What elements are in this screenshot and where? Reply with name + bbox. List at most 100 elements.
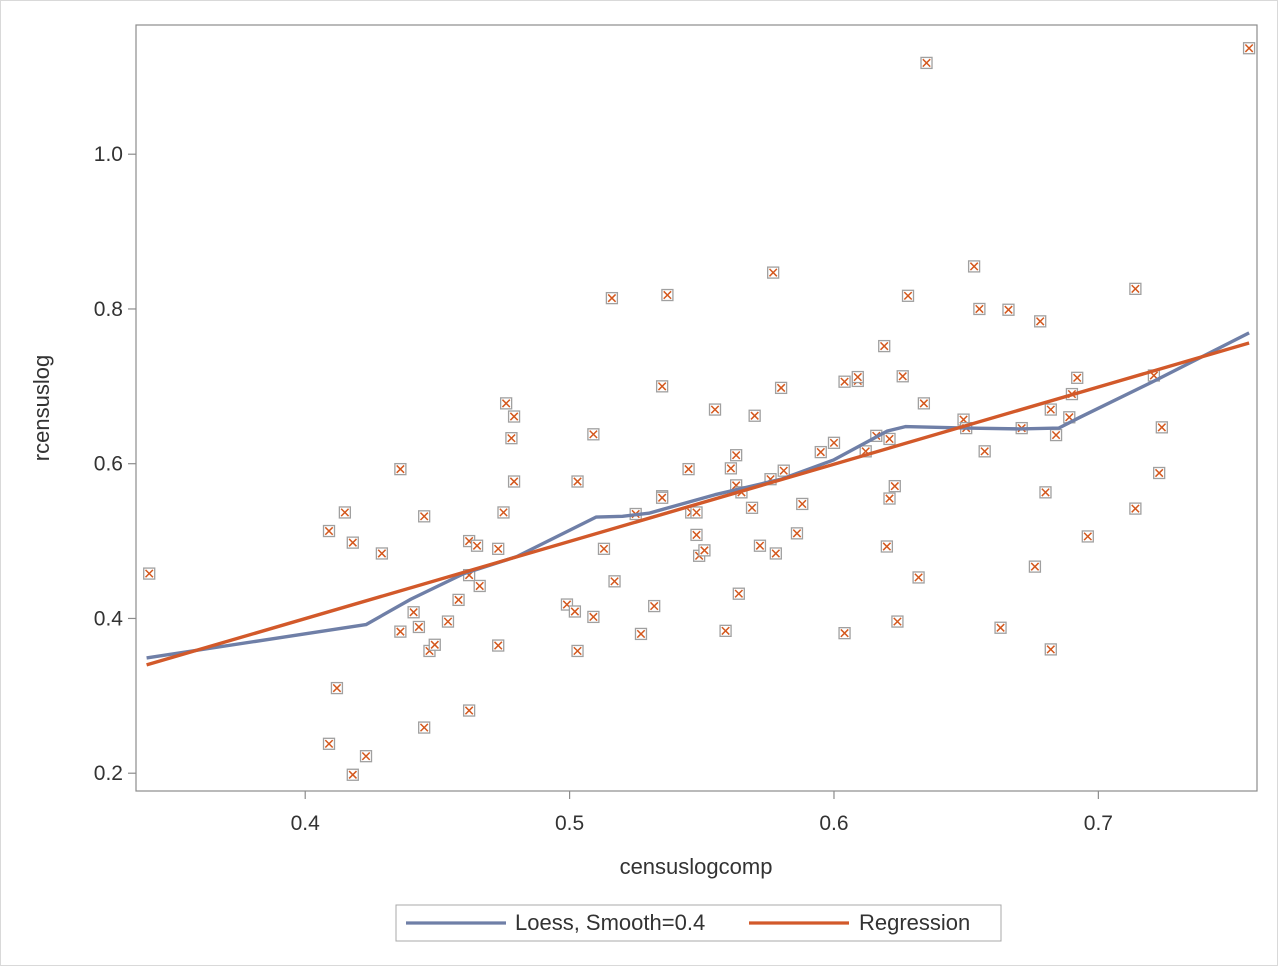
data-point [441, 615, 455, 628]
data-point [838, 375, 851, 388]
y-tick-label: 0.4 [94, 607, 124, 630]
data-point [878, 339, 891, 353]
data-point [748, 409, 761, 422]
legend-label-regression: Regression [859, 910, 970, 935]
y-tick-label: 0.2 [94, 762, 123, 785]
data-point [492, 639, 505, 652]
data-point [883, 432, 896, 446]
data-point [605, 291, 619, 305]
data-point [767, 266, 780, 279]
data-point [967, 260, 981, 273]
y-tick-label: 0.6 [94, 453, 123, 476]
data-point [375, 547, 389, 560]
data-point [730, 449, 743, 462]
data-point [719, 624, 732, 637]
data-point [732, 587, 745, 600]
legend: Loess, Smooth=0.4 Regression [395, 904, 1002, 942]
data-point [994, 621, 1007, 634]
data-point [346, 536, 359, 549]
x-tick-label: 0.6 [819, 812, 848, 835]
data-point [859, 445, 872, 458]
data-point [322, 524, 336, 538]
data-point [499, 397, 513, 410]
data-point [896, 370, 909, 383]
data-point [690, 506, 703, 519]
data-point [1081, 530, 1094, 543]
data-point [1129, 282, 1142, 295]
data-point [891, 615, 904, 628]
data-point [359, 750, 373, 763]
x-tick-label: 0.7 [1084, 812, 1113, 835]
data-point [838, 627, 851, 640]
data-point [330, 681, 344, 695]
data-point [1155, 421, 1168, 434]
data-point [682, 462, 695, 476]
loess-line [146, 331, 1250, 660]
data-point [394, 625, 407, 638]
data-point [661, 288, 674, 302]
x-axis-title: censuslogcomp [620, 854, 773, 879]
data-point [428, 638, 441, 651]
data-point [1129, 502, 1142, 515]
data-point [507, 475, 521, 488]
data-point [492, 542, 505, 555]
scatter-points [143, 42, 1256, 781]
data-point [587, 428, 600, 441]
data-point [143, 567, 156, 580]
regression-line [146, 341, 1250, 667]
data-point [1049, 428, 1063, 442]
data-point [698, 544, 711, 557]
data-point [568, 605, 582, 618]
data-point [412, 620, 426, 634]
data-point [1044, 403, 1057, 416]
data-point [346, 768, 359, 781]
data-point [777, 464, 790, 477]
data-point [452, 593, 465, 607]
data-point [470, 539, 484, 552]
data-point [1071, 371, 1084, 384]
data-point [917, 397, 931, 410]
data-point [912, 571, 925, 584]
data-point [745, 501, 759, 514]
data-point [880, 540, 894, 553]
data-point [883, 492, 896, 505]
data-point [608, 575, 621, 588]
data-point [888, 479, 901, 493]
data-point [394, 462, 407, 476]
plot-area [135, 24, 1258, 792]
data-point [505, 432, 518, 445]
data-point [796, 497, 809, 511]
data-point [753, 539, 767, 552]
data-point [1242, 42, 1256, 55]
data-point [655, 491, 669, 504]
data-point [497, 506, 510, 519]
y-axis: 0.2 0.4 0.6 0.8 1.0 [94, 143, 136, 785]
data-point [814, 445, 827, 459]
x-axis: 0.4 0.5 0.6 0.7 [291, 791, 1113, 835]
y-tick-label: 1.0 [94, 143, 123, 166]
data-point [571, 644, 584, 658]
data-point [571, 475, 584, 488]
data-point [322, 737, 336, 750]
data-point [418, 721, 431, 734]
data-point [827, 436, 841, 449]
data-point [1034, 315, 1047, 328]
data-point [634, 627, 648, 641]
data-point [978, 445, 991, 458]
data-point [774, 381, 788, 395]
fit-lines [146, 331, 1250, 667]
data-point [851, 370, 864, 384]
data-point [1028, 560, 1042, 573]
y-tick-label: 0.8 [94, 298, 123, 321]
data-point [1002, 303, 1015, 316]
data-point [769, 547, 782, 560]
data-point [507, 410, 521, 423]
data-point [901, 289, 915, 302]
data-point [473, 579, 486, 593]
data-point [338, 506, 352, 519]
legend-label-loess: Loess, Smooth=0.4 [515, 910, 705, 935]
data-point [1044, 643, 1057, 656]
data-point [724, 462, 738, 475]
